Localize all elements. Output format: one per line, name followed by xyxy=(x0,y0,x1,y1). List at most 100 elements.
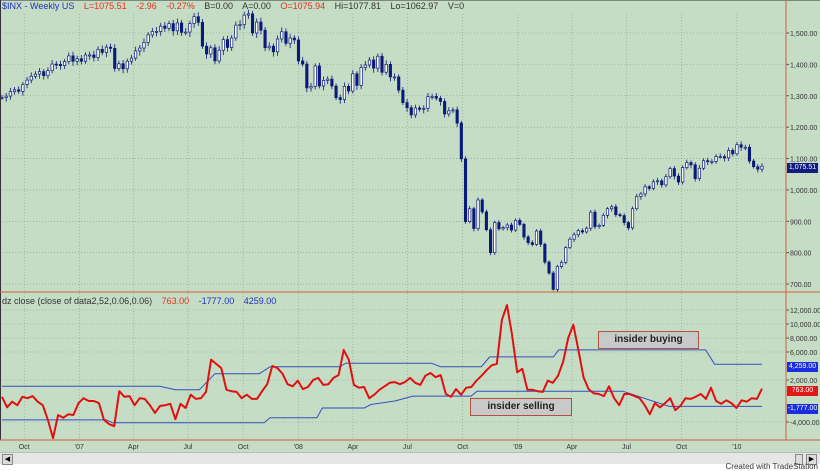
candle-up xyxy=(639,193,643,197)
candle-up xyxy=(83,54,88,62)
candle-down xyxy=(693,164,697,179)
candle-down xyxy=(551,272,555,290)
candle-down xyxy=(338,97,342,100)
indicator-y-tick-label: 2,000.00 xyxy=(790,378,817,385)
bid: B=0.00 xyxy=(204,1,234,11)
x-tick-label: Oct xyxy=(238,444,249,451)
candle-up xyxy=(117,63,121,69)
indicator-y-tick-label: 10,000.00 xyxy=(790,322,820,329)
candle-up xyxy=(668,168,672,178)
candle-up xyxy=(184,31,188,34)
candle-up xyxy=(610,206,614,210)
candle-up xyxy=(255,21,259,34)
price-y-tick-label: 1,400.00 xyxy=(790,62,817,69)
indicator-name: dz close (close of data2,52,0.06,0.06) xyxy=(2,296,153,306)
scroll-right-button[interactable]: ▶ xyxy=(806,454,817,465)
candle-down xyxy=(372,59,376,69)
open-price: O=1075.94 xyxy=(280,1,326,11)
candle-up xyxy=(29,75,33,81)
x-tick-label: Oct xyxy=(457,444,468,451)
chart-area[interactable]: Oct '07 Apr Jul Oct '08 Apr Jul Oct '09 Apr Jul Oct '… xyxy=(0,0,820,452)
candle-up xyxy=(129,57,134,62)
candle-down xyxy=(518,219,522,225)
candle-up xyxy=(221,39,225,51)
annotation-insider-buying: insider buying xyxy=(598,331,699,349)
candle-up xyxy=(643,186,647,195)
x-tick-label: '09 xyxy=(513,444,522,451)
candle-up xyxy=(560,262,564,267)
candle-up xyxy=(313,65,317,87)
candle-up xyxy=(376,55,380,69)
candle-down xyxy=(756,166,760,170)
price-y-tick-label: 1,200.00 xyxy=(790,125,817,132)
candle-down xyxy=(301,60,305,65)
symbol-label: $INX - Weekly US xyxy=(2,1,75,11)
lower-band-value: -1777.00 xyxy=(198,296,235,306)
indicator-y-tick-label: 8,000.00 xyxy=(790,336,817,343)
candle-down xyxy=(747,146,752,162)
candle-up xyxy=(697,167,701,179)
candle-up xyxy=(363,64,367,68)
candle-up xyxy=(150,31,154,36)
candle-up xyxy=(234,24,238,39)
candle-up xyxy=(359,67,363,86)
candle-up xyxy=(8,91,12,97)
high-price: Hi=1077.81 xyxy=(334,1,381,11)
candle-down xyxy=(672,168,676,177)
candle-up xyxy=(326,78,330,81)
candle-down xyxy=(405,102,409,109)
candle-down xyxy=(79,58,83,62)
candle-down xyxy=(472,208,476,229)
candle-down xyxy=(100,48,104,53)
candle-down xyxy=(438,97,443,102)
candle-down xyxy=(284,31,288,44)
candle-up xyxy=(230,37,234,48)
x-tick-label: Jul xyxy=(183,444,192,451)
chart-canvas[interactable]: Oct '07 Apr Jul Oct '08 Apr Jul Oct '09 Apr Jul Oct '… xyxy=(0,0,820,452)
candle-down xyxy=(484,211,488,231)
candle-up xyxy=(597,225,601,227)
candle-down xyxy=(163,25,167,29)
last-price: L=1075.51 xyxy=(83,1,127,11)
candle-down xyxy=(330,78,334,87)
candle-up xyxy=(96,48,100,58)
candle-up xyxy=(727,150,731,159)
x-tick-label: Apr xyxy=(128,444,140,451)
candle-up xyxy=(138,47,142,52)
candle-down xyxy=(347,85,351,92)
candle-up xyxy=(342,85,346,100)
scroll-thumb[interactable] xyxy=(795,454,803,465)
candle-up xyxy=(12,89,17,93)
ask: A=0.00 xyxy=(242,1,271,11)
candle-up xyxy=(134,50,138,59)
candle-down xyxy=(626,222,630,229)
candle-up xyxy=(384,64,388,73)
candle-up xyxy=(447,110,451,115)
scroll-left-button[interactable]: ◀ xyxy=(2,454,13,465)
candle-down xyxy=(489,229,493,254)
price-y-tick-label: 1,500.00 xyxy=(790,31,817,38)
candle-down xyxy=(660,180,664,186)
candle-up xyxy=(276,38,280,53)
candle-down xyxy=(180,22,184,33)
candle-up xyxy=(589,211,593,229)
candle-down xyxy=(71,55,75,62)
candle-up xyxy=(743,146,747,149)
candle-up xyxy=(75,58,79,62)
x-tick-label: Oct xyxy=(19,444,30,451)
candle-down xyxy=(109,46,113,49)
candle-up xyxy=(422,107,426,110)
candle-up xyxy=(718,156,722,158)
candle-up xyxy=(188,23,192,33)
candle-down xyxy=(647,186,651,189)
candle-up xyxy=(505,224,509,228)
volume: V=0 xyxy=(447,1,465,11)
candle-up xyxy=(209,47,213,55)
candle-up xyxy=(175,22,179,32)
candle-down xyxy=(271,45,275,53)
candle-up xyxy=(605,208,610,216)
price-y-tick-label: 900.00 xyxy=(790,219,812,226)
upper-band-value: 4259.00 xyxy=(243,296,277,306)
candle-up xyxy=(125,60,129,70)
horizontal-scrollbar[interactable]: ◀ ▶ xyxy=(0,452,820,465)
